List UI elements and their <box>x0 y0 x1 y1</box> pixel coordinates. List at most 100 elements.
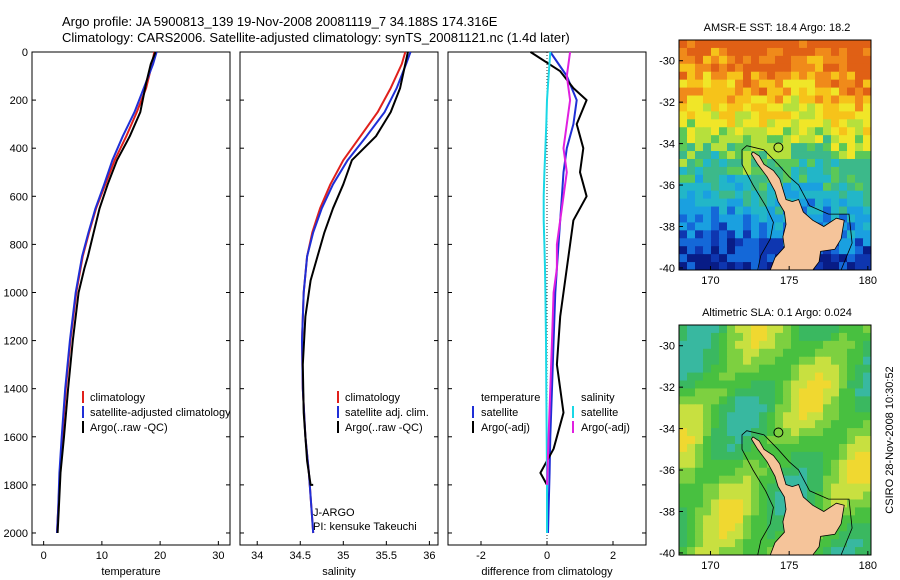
map-cell <box>847 119 856 128</box>
map-cell <box>743 475 752 485</box>
map-cell <box>727 364 736 374</box>
x-tick-label: 20 <box>154 550 166 562</box>
map-cell <box>847 396 856 405</box>
map-cell <box>823 475 832 485</box>
map-cell <box>719 507 728 516</box>
map-cell <box>823 198 832 208</box>
map-cell <box>767 79 776 89</box>
map-cell <box>783 364 792 374</box>
map-cell <box>767 436 776 445</box>
map-cell <box>791 325 800 334</box>
map-cell <box>831 348 840 358</box>
map-cell <box>695 356 704 366</box>
map-cell <box>823 182 832 192</box>
map-cell <box>863 79 872 89</box>
map-cell <box>823 412 832 421</box>
map-cell <box>855 254 864 263</box>
map-cell <box>679 182 688 192</box>
map-cell <box>759 356 768 366</box>
sst-map: 170 175 180 -30 -32 -34 -36 -38 -40 <box>659 40 877 287</box>
map-cell <box>839 459 848 469</box>
map-cell <box>751 214 760 223</box>
map-cell <box>839 356 848 366</box>
map-cell <box>711 230 720 239</box>
map-cell <box>751 325 760 334</box>
map-cell <box>831 198 840 208</box>
map-cell <box>695 158 704 168</box>
map-cell <box>791 63 800 73</box>
map-cell <box>831 443 840 453</box>
map-cell <box>855 262 864 271</box>
map-cell <box>711 325 720 334</box>
map-cell <box>703 71 712 81</box>
map-cell <box>703 499 712 508</box>
map-cell <box>759 127 768 136</box>
map-cell <box>815 380 824 389</box>
map-cell <box>823 436 832 445</box>
map-y-tick-label: -40 <box>659 263 675 275</box>
map-cell <box>711 483 720 493</box>
map-cell <box>695 166 704 176</box>
map-cell <box>839 531 848 540</box>
map-cell <box>695 262 704 271</box>
map-cell <box>703 451 712 461</box>
map-cell <box>767 523 776 532</box>
map-cell <box>775 71 784 81</box>
map-cell <box>695 459 704 469</box>
map-cell <box>807 348 816 358</box>
map-cell <box>783 158 792 168</box>
map-cell <box>799 420 808 429</box>
map-cell <box>679 111 688 120</box>
map-cell <box>863 95 872 104</box>
map-cell <box>719 222 728 231</box>
map-cell <box>751 499 760 508</box>
map-cell <box>727 190 736 200</box>
map-cell <box>679 222 688 231</box>
map-cell <box>839 364 848 374</box>
map-cell <box>847 428 856 437</box>
map-cell <box>679 214 688 223</box>
map-cell <box>799 348 808 358</box>
map-cell <box>775 356 784 366</box>
map-cell <box>743 103 752 112</box>
map-cell <box>679 412 688 421</box>
temperature-panel: 0 10 20 30 0 200 400 600 800 1000 1200 1400 1600 1800… <box>4 47 231 562</box>
map-cell <box>735 523 744 532</box>
map-cell <box>863 356 872 366</box>
map-cell <box>727 198 736 208</box>
map-cell <box>679 151 688 160</box>
map-cell <box>719 523 728 532</box>
map-cell <box>831 475 840 485</box>
map-cell <box>847 436 856 445</box>
map-cell <box>855 190 864 200</box>
map-cell <box>863 325 872 334</box>
map-cell <box>703 135 712 144</box>
map-cell <box>687 166 696 176</box>
map-cell <box>759 404 768 413</box>
map-cell <box>711 364 720 374</box>
map-cell <box>831 190 840 200</box>
map-cell <box>847 412 856 421</box>
map-cell <box>839 443 848 453</box>
map-cell <box>751 364 760 374</box>
map-cell <box>751 174 760 184</box>
map-cell <box>711 63 720 73</box>
map-cell <box>751 206 760 215</box>
map-cell <box>863 348 872 358</box>
map-cell <box>775 451 784 461</box>
map-cell <box>831 143 840 152</box>
map-cell <box>775 499 784 508</box>
salinity-panel: 34 34.5 35 35.5 36 <box>239 51 439 562</box>
map-cell <box>679 451 688 461</box>
map-cell <box>855 79 864 89</box>
map-cell <box>783 119 792 128</box>
map-cell <box>823 174 832 184</box>
map-cell <box>783 412 792 421</box>
map-cell <box>855 507 864 516</box>
map-cell <box>695 332 704 342</box>
temperature-legend: climatology satellite-adjusted climatolo… <box>82 391 231 434</box>
map-cell <box>727 174 736 184</box>
map-cell <box>727 372 736 382</box>
map-cell <box>855 40 864 49</box>
map-cell <box>839 190 848 200</box>
